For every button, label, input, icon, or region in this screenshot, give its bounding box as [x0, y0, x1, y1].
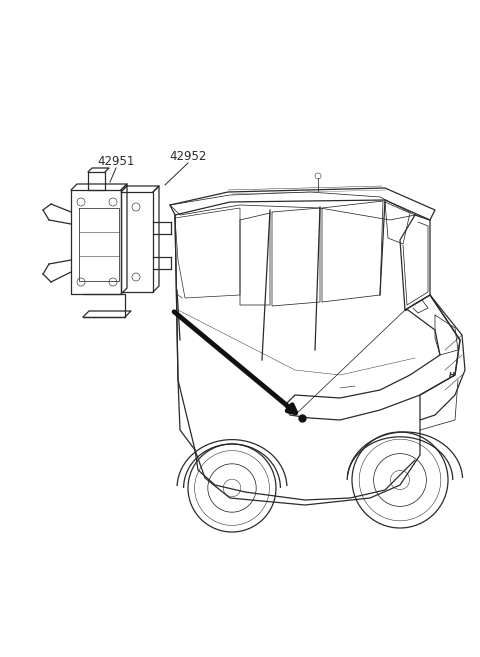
- Text: 42952: 42952: [169, 150, 207, 163]
- Text: 42951: 42951: [97, 155, 135, 168]
- Text: H: H: [449, 372, 455, 378]
